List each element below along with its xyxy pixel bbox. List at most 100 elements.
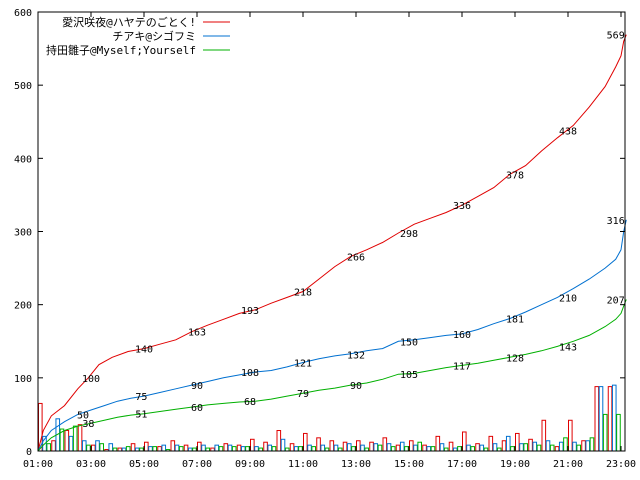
data-label: 143 bbox=[559, 342, 577, 353]
x-tick-label: 17:00 bbox=[447, 459, 477, 470]
bar bbox=[395, 444, 401, 452]
bar bbox=[329, 440, 335, 452]
bar bbox=[174, 444, 180, 452]
bar bbox=[276, 430, 282, 452]
data-label: 438 bbox=[559, 127, 577, 138]
bar bbox=[91, 444, 96, 452]
bar bbox=[170, 440, 176, 452]
bar bbox=[448, 441, 454, 452]
data-label: 210 bbox=[559, 293, 577, 304]
bar bbox=[68, 435, 74, 452]
bar bbox=[303, 432, 308, 452]
bar bbox=[611, 384, 617, 452]
data-labels-layer: 100 140 163 193 218 266 298 336 378 438 569 50 75 90 1… bbox=[77, 31, 625, 431]
bar bbox=[125, 446, 131, 452]
bar bbox=[289, 443, 295, 452]
lines-layer bbox=[37, 34, 627, 452]
data-label: 51 bbox=[135, 410, 147, 421]
axes-layer: 0 100 200 300 400 500 600 01:00 03:00 05:00 07:00 0… bbox=[14, 8, 636, 470]
series-line-1 bbox=[37, 219, 627, 452]
data-label: 105 bbox=[400, 370, 418, 381]
bar bbox=[108, 443, 114, 452]
bar bbox=[439, 443, 445, 452]
bar bbox=[218, 446, 224, 452]
bar bbox=[250, 438, 255, 452]
bar bbox=[515, 432, 520, 452]
bar bbox=[46, 443, 52, 452]
data-label: 150 bbox=[400, 337, 418, 348]
bar bbox=[466, 444, 471, 452]
bar bbox=[541, 419, 547, 452]
bar bbox=[245, 446, 250, 452]
y-tick-label: 200 bbox=[14, 301, 32, 312]
bar bbox=[572, 441, 577, 452]
bar bbox=[598, 386, 604, 452]
data-label: 181 bbox=[506, 315, 524, 326]
data-label: 266 bbox=[347, 252, 365, 263]
bar bbox=[602, 413, 608, 452]
legend-label-0: 愛沢咲夜@ハヤテのごとく! bbox=[62, 15, 196, 29]
bar bbox=[342, 441, 348, 452]
series-line-0 bbox=[37, 34, 627, 452]
bar bbox=[307, 444, 312, 452]
x-tick-label: 05:00 bbox=[129, 459, 159, 470]
bar bbox=[501, 440, 507, 452]
bar bbox=[311, 446, 316, 452]
y-tick-label: 600 bbox=[14, 8, 32, 19]
data-label: 378 bbox=[506, 170, 524, 181]
data-label: 298 bbox=[400, 229, 418, 240]
y-tick-label: 400 bbox=[14, 154, 32, 165]
bar bbox=[510, 446, 515, 452]
data-label: 117 bbox=[453, 361, 471, 372]
bar bbox=[576, 444, 582, 452]
bar bbox=[430, 446, 436, 452]
plot-frame bbox=[37, 11, 626, 452]
bar bbox=[404, 446, 409, 452]
bar bbox=[554, 446, 560, 452]
legend: 愛沢咲夜@ハヤテのごとく!チアキ@シゴフミ持田雛子@Myself;Yoursel… bbox=[46, 15, 230, 57]
data-label: 316 bbox=[607, 216, 625, 227]
bar bbox=[351, 446, 356, 452]
bar bbox=[130, 443, 136, 452]
bar bbox=[523, 443, 529, 452]
bar bbox=[549, 444, 555, 452]
data-label: 38 bbox=[82, 419, 94, 430]
bar bbox=[161, 444, 167, 452]
bar bbox=[568, 419, 573, 452]
bar bbox=[536, 444, 542, 452]
bar bbox=[607, 386, 613, 452]
legend-label-2: 持田雛子@Myself;Yourself bbox=[46, 43, 196, 57]
x-tick-label: 15:00 bbox=[394, 459, 424, 470]
bars-layer bbox=[38, 384, 621, 452]
bar bbox=[413, 444, 418, 452]
x-tick-label: 21:00 bbox=[553, 459, 583, 470]
data-label: 68 bbox=[244, 397, 256, 408]
bar bbox=[86, 444, 91, 452]
bar bbox=[532, 441, 538, 452]
bar bbox=[77, 424, 83, 452]
bar bbox=[267, 444, 273, 452]
x-tick-label: 07:00 bbox=[182, 459, 212, 470]
data-label: 100 bbox=[82, 374, 100, 385]
bar bbox=[280, 438, 286, 452]
bar bbox=[422, 444, 427, 452]
x-tick-label: 11:00 bbox=[288, 459, 318, 470]
bar bbox=[223, 443, 229, 452]
bar bbox=[426, 446, 432, 452]
bar bbox=[214, 444, 220, 452]
bar bbox=[369, 441, 374, 452]
bar bbox=[320, 444, 326, 452]
bar bbox=[382, 437, 388, 452]
data-label: 121 bbox=[294, 358, 312, 369]
bar bbox=[64, 430, 70, 452]
bar bbox=[240, 446, 246, 452]
bar bbox=[488, 435, 494, 452]
bar bbox=[435, 435, 441, 452]
data-label: 60 bbox=[191, 403, 203, 414]
bar bbox=[254, 446, 259, 452]
bar bbox=[271, 446, 277, 452]
bar bbox=[594, 386, 600, 452]
data-label: 132 bbox=[347, 350, 365, 361]
